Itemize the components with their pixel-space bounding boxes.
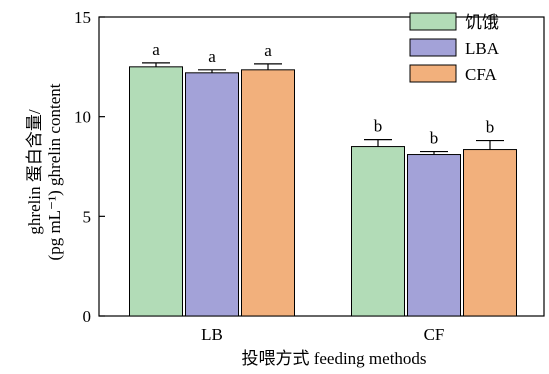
significance-label: a — [152, 40, 160, 59]
legend-swatch — [409, 12, 457, 31]
y-tick-label: 15 — [74, 8, 91, 27]
x-axis-label: 投喂方式 feeding methods — [241, 349, 426, 368]
y-tick-label: 10 — [74, 108, 91, 127]
legend-label: CFA — [465, 65, 498, 84]
plot-frame — [98, 16, 545, 317]
x-tick-label: LB — [201, 325, 223, 344]
bar — [241, 69, 295, 317]
bar — [407, 154, 461, 317]
legend-swatch — [409, 64, 457, 83]
y-axis-label-line1: ghrelin 蛋白含量/ — [25, 109, 44, 234]
x-tick-label: CF — [424, 325, 445, 344]
legend-label: 饥饿 — [465, 13, 499, 32]
y-axis-label-line2: (pg mL⁻¹) ghrelin content — [45, 83, 64, 260]
bar — [351, 146, 405, 317]
bar — [185, 72, 239, 317]
significance-label: a — [264, 41, 272, 60]
significance-label: a — [208, 47, 216, 66]
significance-label: b — [374, 117, 383, 136]
bar — [129, 66, 183, 317]
legend-label: LBA — [465, 39, 500, 58]
bars: a a a b b b — [129, 40, 517, 317]
legend: 饥饿 LBA CFA — [409, 12, 500, 84]
y-tick-label: 5 — [83, 207, 92, 226]
significance-label: b — [430, 129, 439, 148]
significance-label: b — [486, 118, 495, 137]
legend-swatch — [409, 38, 457, 57]
bar — [463, 149, 517, 317]
y-tick-label: 0 — [83, 307, 92, 326]
